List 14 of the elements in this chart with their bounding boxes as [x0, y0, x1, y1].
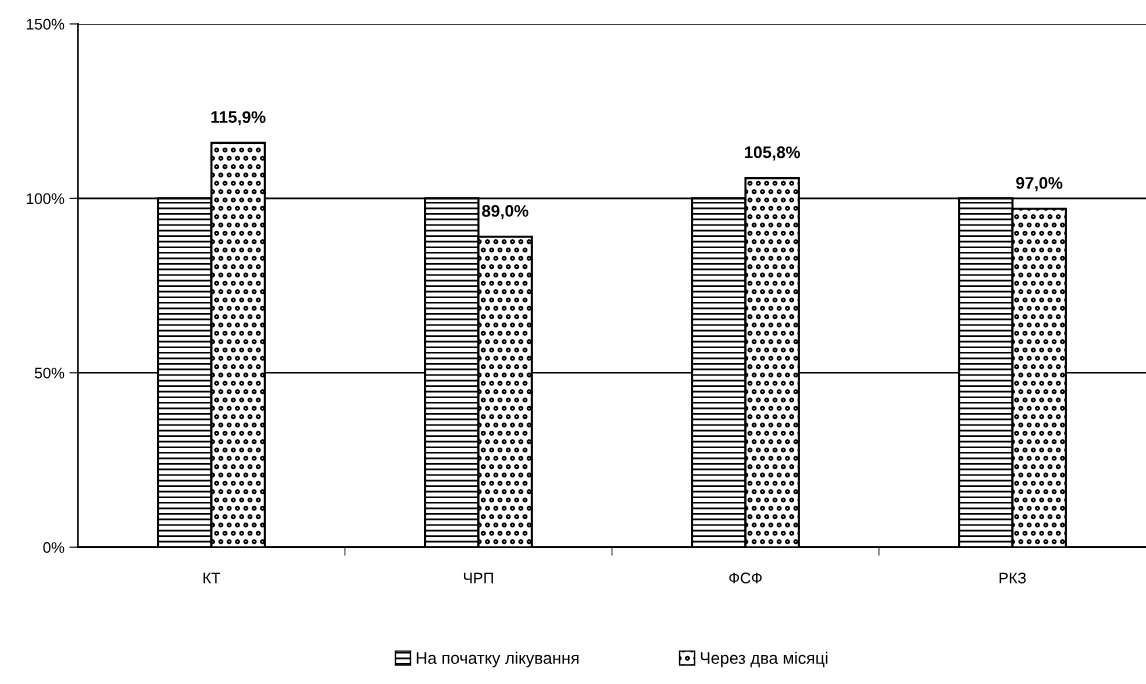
x-tick-label: РКЗ [999, 572, 1026, 584]
x-tick-label: ЧРП [463, 572, 493, 584]
data-label: 89,0% [482, 204, 529, 220]
y-tick-label: 50% [34, 367, 65, 379]
legend-label: Через два місяці [700, 651, 828, 668]
y-tick-label: 0% [43, 542, 65, 553]
data-label: 105,8% [744, 146, 800, 161]
x-tick-label: КТ [203, 572, 221, 584]
y-tick-label: 100% [26, 193, 65, 205]
legend-label: На початку лікування [416, 651, 579, 668]
data-label: 115,9% [211, 111, 266, 126]
y-tick-label: 150% [26, 18, 65, 30]
data-label: 97,0% [1016, 177, 1063, 192]
x-tick-label: ФСФ [729, 572, 762, 584]
